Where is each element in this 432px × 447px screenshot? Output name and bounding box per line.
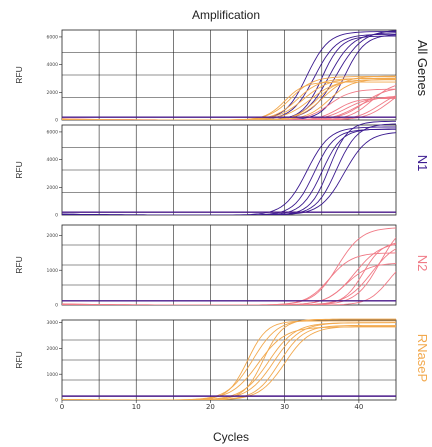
x-tick-label: 20 — [206, 403, 215, 411]
y-axis-label: RFU — [14, 256, 24, 273]
y-tick-label: 0 — [55, 118, 58, 124]
amplification-curve-n1 — [62, 33, 396, 120]
y-tick-label: 2000 — [47, 90, 59, 96]
panel-3: 1000 2000 0 RFU N2 — [14, 224, 430, 309]
amplification-curve-n1 — [62, 132, 396, 215]
amplification-curve-n1 — [97, 128, 396, 215]
amplification-curve-n1 — [93, 34, 396, 120]
panel-1: 2000 4000 6000 0 RFU All Genes — [14, 29, 430, 124]
amplification-curve-n2 — [89, 88, 396, 120]
x-tick-label: 10 — [132, 403, 141, 411]
y-axis-label: RFU — [14, 161, 24, 178]
amplification-curve-rnasep — [104, 325, 396, 400]
amplification-curve-n2 — [93, 88, 396, 120]
amplification-curve-n2 — [104, 237, 396, 305]
amplification-curve-n2 — [62, 95, 396, 120]
amplification-curve-n2 — [62, 271, 396, 305]
panel-label: All Genes — [415, 40, 430, 97]
curves — [62, 227, 396, 305]
y-tick-label: 1000 — [47, 268, 59, 274]
amplification-curve-n2 — [93, 95, 396, 120]
y-axis-label: RFU — [14, 66, 24, 83]
amplification-curve-rnasep — [62, 78, 396, 120]
amplification-curve-n1 — [62, 30, 396, 120]
y-axis-label: RFU — [14, 351, 24, 368]
amplification-curve-rnasep — [62, 75, 396, 120]
amplification-curve-n1 — [62, 123, 396, 215]
panel-label: RNaseP — [415, 334, 430, 382]
panel-2: 2000 4000 6000 0 RFU N1 — [14, 120, 430, 219]
y-tick-label: 0 — [55, 303, 58, 309]
y-tick-label: 4000 — [47, 62, 59, 68]
y-tick-label: 4000 — [47, 157, 59, 163]
curves — [62, 120, 396, 215]
y-tick-label: 0 — [55, 213, 58, 219]
curves — [62, 30, 396, 120]
y-tick-label: 1000 — [47, 372, 59, 378]
x-axis: 0 10 20 30 40 — [60, 400, 363, 411]
x-tick-label: 30 — [280, 403, 289, 411]
amplification-curve-rnasep — [62, 322, 396, 400]
x-tick-label: 40 — [354, 403, 363, 411]
y-tick-label: 3000 — [47, 320, 59, 326]
y-tick-label: 2000 — [47, 346, 59, 352]
y-tick-label: 2000 — [47, 233, 59, 239]
y-tick-label: 0 — [55, 398, 58, 404]
panel-label: N1 — [415, 155, 430, 172]
curves — [62, 318, 396, 400]
chart-title: Amplification — [192, 8, 260, 22]
panel-label: N2 — [415, 255, 430, 272]
x-axis-label: Cycles — [213, 430, 249, 444]
y-tick-label: 2000 — [47, 185, 59, 191]
y-tick-label: 6000 — [47, 130, 59, 136]
panel-4: 1000 2000 3000 0 RFU RNaseP — [14, 318, 430, 404]
y-tick-label: 6000 — [47, 35, 59, 41]
x-tick-label: 0 — [60, 403, 64, 411]
panels: 2000 4000 6000 0 RFU All Genes 2000 4000 6000 0 RF… — [14, 29, 430, 404]
amplification-curve-n1 — [100, 31, 396, 120]
amplification-curve-n2 — [62, 96, 396, 120]
